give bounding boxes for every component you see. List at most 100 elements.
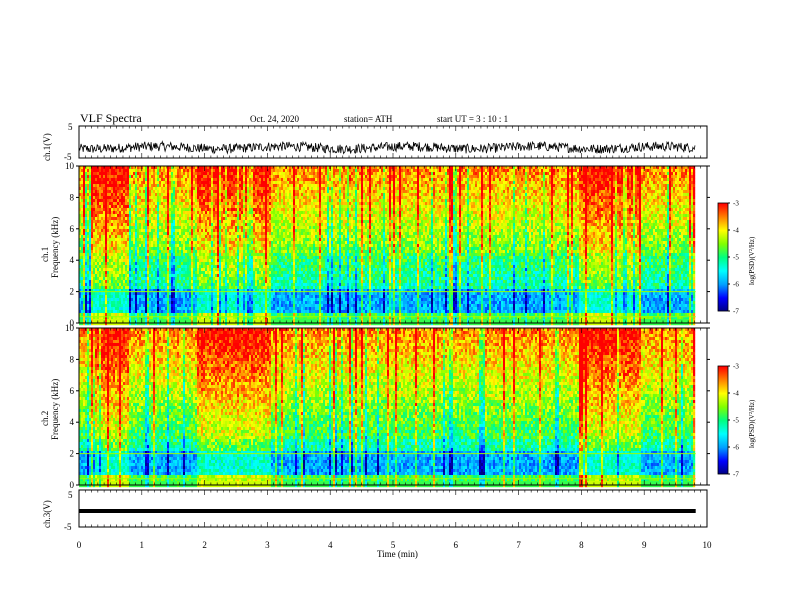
spectrogram-cell bbox=[113, 256, 115, 259]
spectrogram-cell bbox=[259, 214, 261, 217]
spectrogram-cell bbox=[175, 283, 177, 286]
spectrogram-cell bbox=[209, 250, 211, 253]
spectrogram-cell bbox=[103, 247, 105, 250]
spectrogram-cell bbox=[179, 259, 181, 262]
spectrogram-cell bbox=[193, 310, 195, 313]
spectrogram-cell bbox=[193, 217, 195, 220]
spectrogram-cell bbox=[207, 187, 209, 190]
spectrogram-cell bbox=[125, 214, 127, 217]
spectrogram-cell bbox=[111, 283, 113, 286]
spectrogram-cell bbox=[127, 175, 129, 178]
spectrogram-cell bbox=[89, 283, 91, 286]
spectrogram-cell bbox=[247, 178, 249, 181]
spectrogram-cell bbox=[265, 238, 267, 241]
spectrogram-cell bbox=[113, 304, 115, 307]
spectrogram-cell bbox=[135, 217, 137, 220]
spectrogram-cell bbox=[229, 223, 231, 226]
spectrogram-cell bbox=[241, 268, 243, 271]
spectrogram-cell bbox=[209, 286, 211, 289]
spectrogram-cell bbox=[137, 214, 139, 217]
spectrogram-cell bbox=[213, 235, 215, 238]
spectrogram-cell bbox=[255, 238, 257, 241]
spectrogram-cell bbox=[199, 202, 201, 205]
spectrogram-cell bbox=[143, 319, 145, 322]
spectrogram-cell bbox=[169, 190, 171, 193]
spectrogram-cell bbox=[127, 238, 129, 241]
spectrogram-cell bbox=[111, 301, 113, 304]
spectrogram-cell bbox=[243, 241, 245, 244]
spectrogram-cell bbox=[163, 253, 165, 256]
spectrogram-cell bbox=[239, 205, 241, 208]
spectrogram-cell bbox=[85, 214, 87, 217]
spectrogram-cell bbox=[169, 268, 171, 271]
ch1-ytick-top: 5 bbox=[68, 122, 73, 132]
spectrogram-cell bbox=[247, 172, 249, 175]
spectrogram-cell bbox=[207, 199, 209, 202]
spectrogram-cell bbox=[133, 319, 135, 322]
spectrogram-cell bbox=[91, 232, 93, 235]
spectrogram-cell bbox=[109, 244, 111, 247]
spectrogram-cell bbox=[139, 280, 141, 283]
spectrogram-cell bbox=[105, 280, 107, 283]
spectrogram-cell bbox=[257, 220, 259, 223]
spectrogram-cell bbox=[199, 169, 201, 172]
spectrogram-cell bbox=[191, 250, 193, 253]
spectrogram-cell bbox=[123, 310, 125, 313]
spectrogram-cell bbox=[111, 217, 113, 220]
spectrogram-cell bbox=[149, 241, 151, 244]
spectrogram-cell bbox=[95, 196, 97, 199]
spectrogram-cell bbox=[191, 253, 193, 256]
spectrogram-cell bbox=[93, 277, 95, 280]
spectrogram-cell bbox=[145, 313, 147, 316]
spectrogram-cell bbox=[211, 265, 213, 268]
spectrogram-cell bbox=[157, 178, 159, 181]
spectrogram-cell bbox=[227, 229, 229, 232]
spectrogram-cell bbox=[165, 244, 167, 247]
spectrogram-cell bbox=[145, 214, 147, 217]
spectrogram-cell bbox=[265, 259, 267, 262]
spectrogram-cell bbox=[105, 271, 107, 274]
spectrogram-cell bbox=[195, 304, 197, 307]
spectrogram-cell bbox=[259, 229, 261, 232]
spectrogram-cell bbox=[185, 202, 187, 205]
spectrogram-cell bbox=[259, 262, 261, 265]
spectrogram-cell bbox=[229, 265, 231, 268]
spectrogram-cell bbox=[251, 184, 253, 187]
spectrogram-cell bbox=[213, 217, 215, 220]
spectrogram-cell bbox=[155, 232, 157, 235]
spectrogram-cell bbox=[217, 244, 219, 247]
spectrogram-cell bbox=[101, 292, 103, 295]
spectrogram-cell bbox=[165, 307, 167, 310]
spectrogram-cell bbox=[167, 238, 169, 241]
spectrogram-cell bbox=[101, 178, 103, 181]
spectrogram-cell bbox=[117, 241, 119, 244]
spectrogram-cell bbox=[221, 235, 223, 238]
spectrogram-cell bbox=[157, 256, 159, 259]
spectrogram-cell bbox=[185, 277, 187, 280]
spectrogram-cell bbox=[139, 217, 141, 220]
spectrogram-cell bbox=[155, 268, 157, 271]
spectrogram-cell bbox=[231, 232, 233, 235]
spectrogram-cell bbox=[211, 175, 213, 178]
spectrogram-cell bbox=[99, 238, 101, 241]
spectrogram-cell bbox=[247, 313, 249, 316]
spectrogram-cell bbox=[123, 238, 125, 241]
spectrogram-cell bbox=[87, 274, 89, 277]
spectrogram-cell bbox=[163, 274, 165, 277]
spectrogram-cell bbox=[177, 313, 179, 316]
spectrogram-cell bbox=[267, 175, 269, 178]
spectrogram-cell bbox=[253, 292, 255, 295]
spectrogram-cell bbox=[89, 280, 91, 283]
spectrogram-cell bbox=[227, 226, 229, 229]
spectrogram-cell bbox=[97, 226, 99, 229]
spectrogram-cell bbox=[111, 307, 113, 310]
spectrogram-cell bbox=[99, 208, 101, 211]
spectrogram-cell bbox=[151, 286, 153, 289]
spectrogram-cell bbox=[217, 280, 219, 283]
spectrogram-cell bbox=[229, 256, 231, 259]
spectrogram-cell bbox=[219, 229, 221, 232]
spectrogram-cell bbox=[195, 247, 197, 250]
spectrogram-cell bbox=[85, 187, 87, 190]
spectrogram-cell bbox=[109, 304, 111, 307]
spectrogram-cell bbox=[93, 283, 95, 286]
